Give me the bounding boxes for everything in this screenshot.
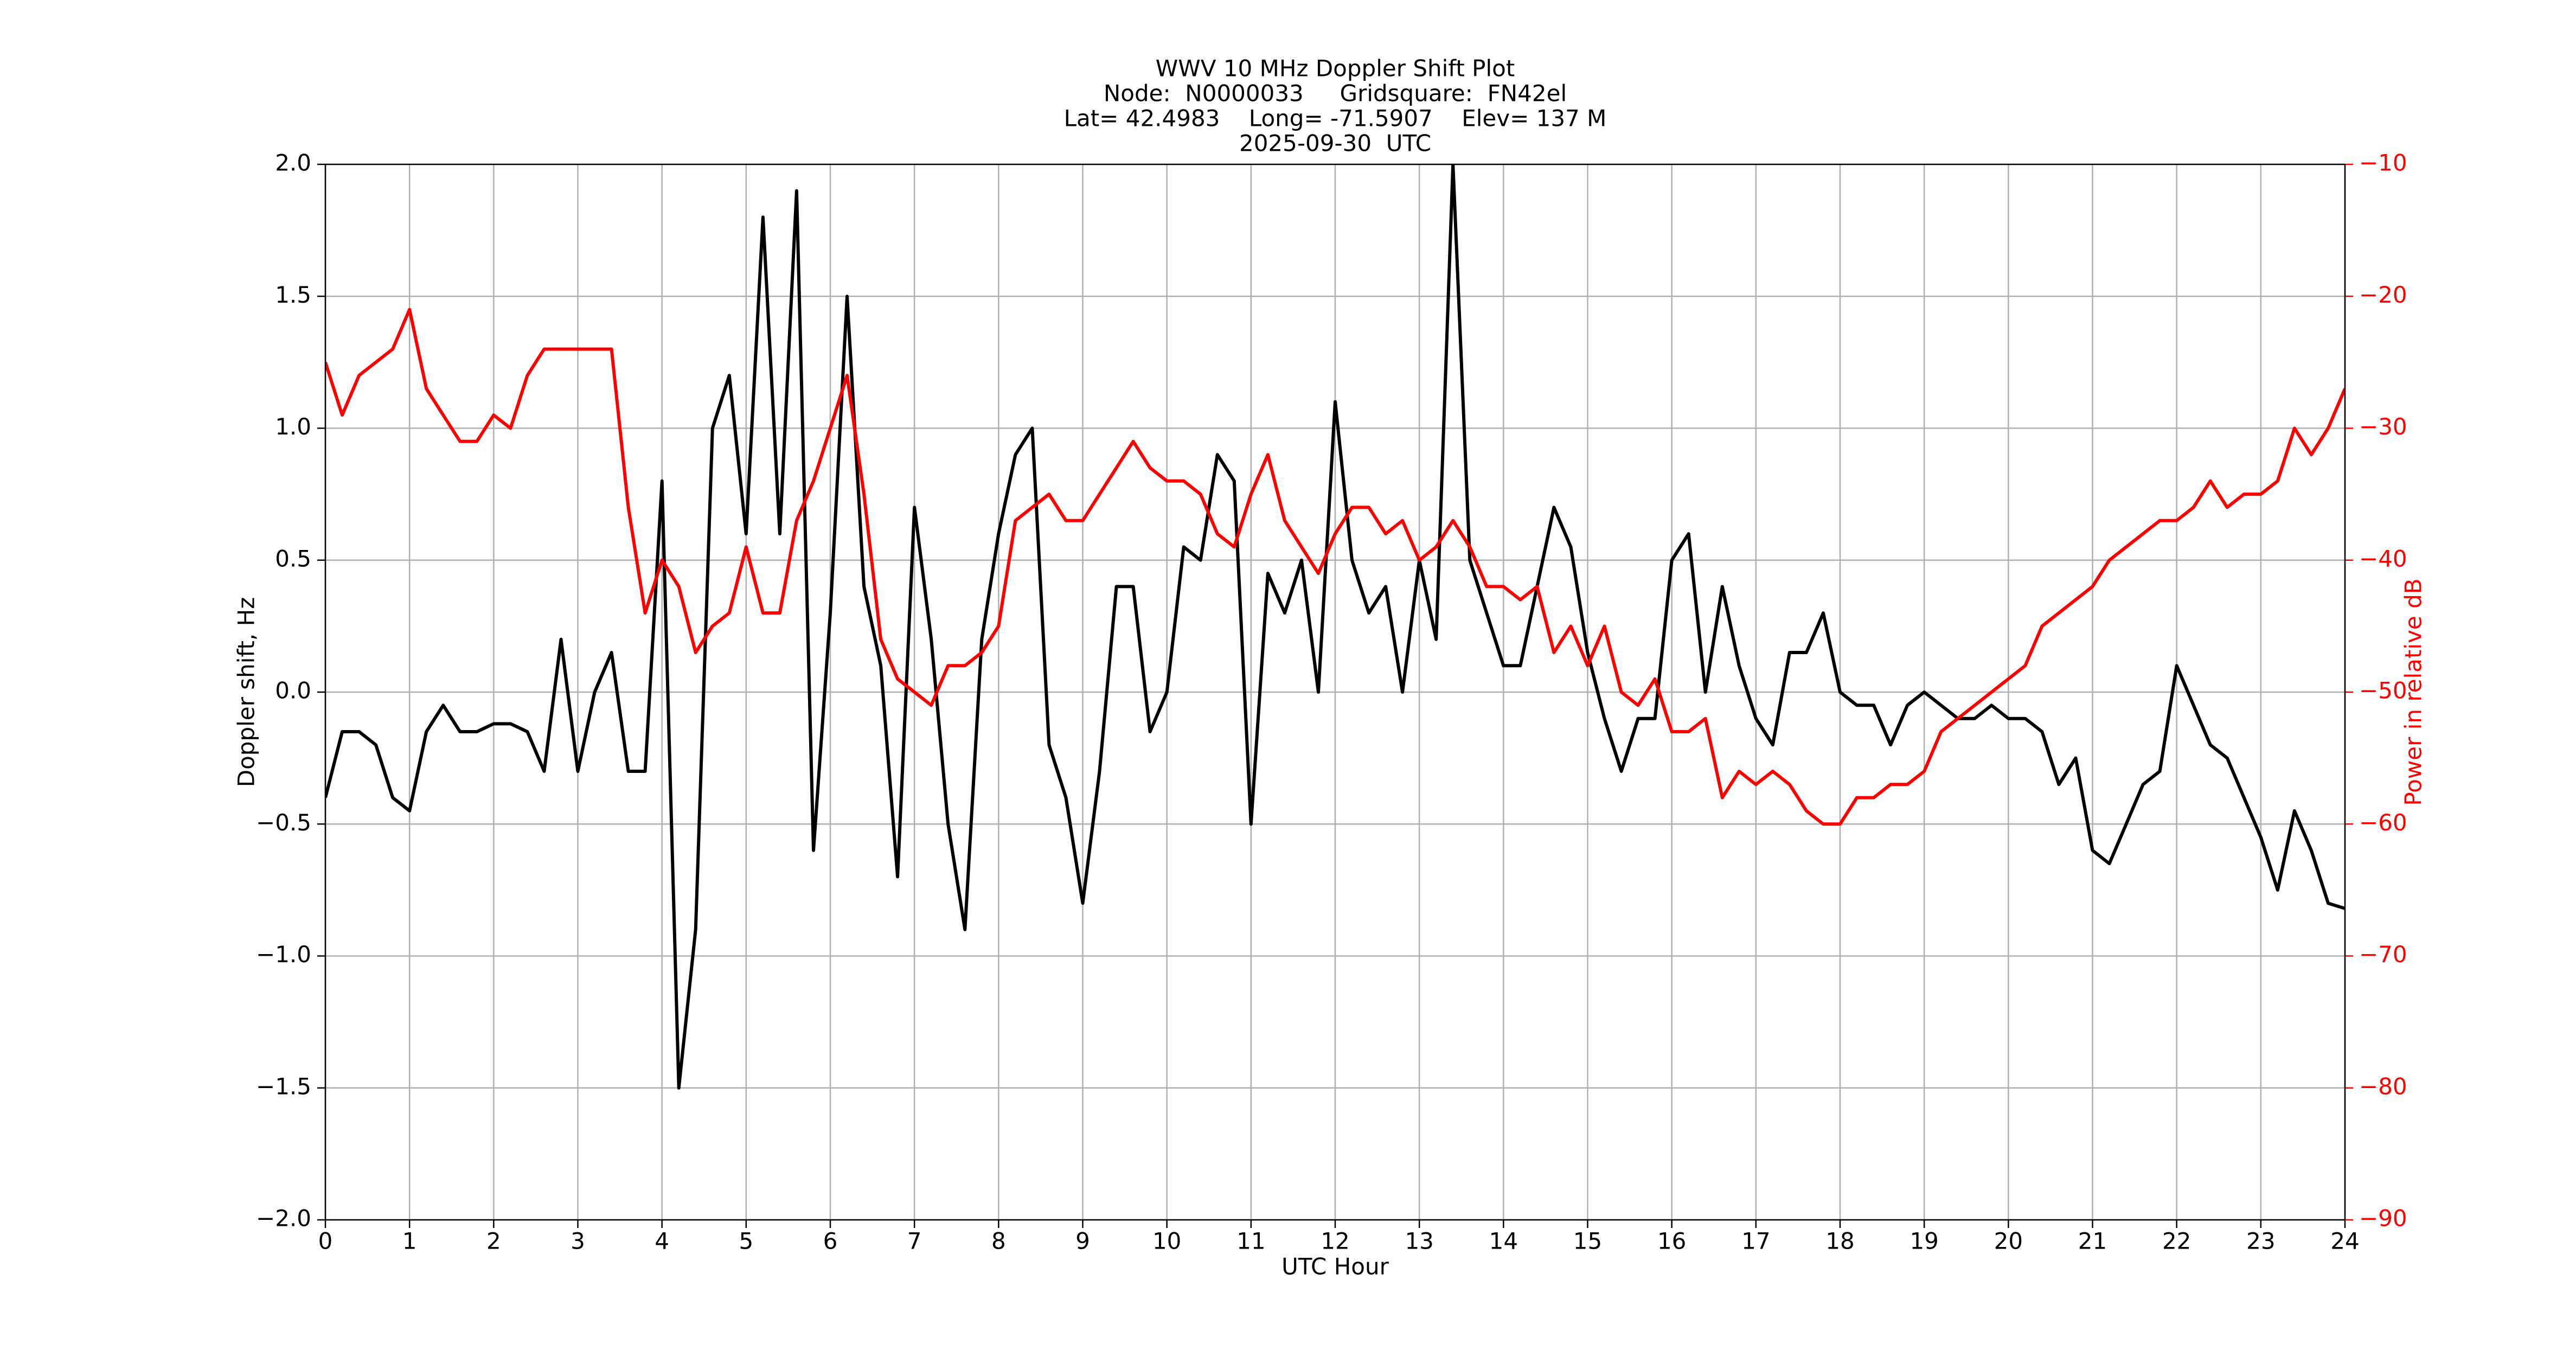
x-tick-label: 24 — [2330, 1228, 2359, 1255]
y2-tick-label: −70 — [2359, 941, 2407, 968]
x-tick-label: 19 — [1909, 1228, 1938, 1255]
x-tick-label: 4 — [655, 1228, 669, 1255]
y-tick-label: 1.0 — [275, 413, 311, 440]
x-tick-label: 1 — [402, 1228, 417, 1255]
x-tick-label: 22 — [2162, 1228, 2191, 1255]
x-tick-label: 11 — [1236, 1228, 1265, 1255]
x-tick-label: 7 — [907, 1228, 922, 1255]
x-tick-label: 20 — [1994, 1228, 2023, 1255]
x-tick-label: 3 — [571, 1228, 585, 1255]
chart-title: Node: N0000033 Gridsquare: FN42el — [1104, 80, 1567, 107]
y-tick-label: 2.0 — [275, 150, 311, 176]
data-line — [325, 164, 2345, 1090]
x-tick-label: 6 — [823, 1228, 838, 1255]
y-tick-label: −1.0 — [256, 941, 311, 968]
chart-title: 2025-09-30 UTC — [1239, 130, 1431, 157]
x-tick-label: 16 — [1657, 1228, 1686, 1255]
chart-title: WWV 10 MHz Doppler Shift Plot — [1156, 55, 1515, 82]
y-axis-label: Doppler shift, Hz — [233, 597, 260, 788]
y2-tick-label: −50 — [2359, 677, 2407, 704]
y2-axis-label: Power in relative dB — [2400, 578, 2427, 805]
plot-area — [325, 164, 2345, 1090]
x-tick-label: 18 — [1825, 1228, 1854, 1255]
y2-tick-label: −40 — [2359, 545, 2407, 572]
x-tick-label: 5 — [739, 1228, 753, 1255]
y2-tick-label: −10 — [2359, 150, 2407, 176]
x-tick-label: 2 — [486, 1228, 501, 1255]
x-tick-label: 10 — [1152, 1228, 1181, 1255]
x-tick-label: 0 — [318, 1228, 333, 1255]
x-tick-label: 14 — [1489, 1228, 1518, 1255]
y-tick-label: 1.5 — [275, 282, 311, 308]
y2-tick-label: −60 — [2359, 809, 2407, 836]
x-tick-label: 15 — [1573, 1228, 1602, 1255]
x-tick-label: 21 — [2078, 1228, 2107, 1255]
x-tick-label: 23 — [2246, 1228, 2275, 1255]
x-tick-label: 13 — [1405, 1228, 1433, 1255]
x-tick-label: 9 — [1075, 1228, 1090, 1255]
y2-tick-label: −30 — [2359, 413, 2407, 440]
x-tick-label: 12 — [1321, 1228, 1349, 1255]
y-tick-label: 0.5 — [275, 545, 311, 572]
y2-tick-label: −80 — [2359, 1073, 2407, 1099]
data-line — [325, 308, 2345, 826]
y2-tick-label: −90 — [2359, 1205, 2407, 1232]
y-tick-label: −1.5 — [256, 1073, 311, 1099]
chart-title: Lat= 42.4983 Long= -71.5907 Elev= 137 M — [1064, 105, 1607, 132]
x-tick-label: 8 — [991, 1228, 1006, 1255]
x-axis-label: UTC Hour — [1281, 1253, 1389, 1280]
y2-tick-label: −20 — [2359, 282, 2407, 308]
y-tick-label: 0.0 — [275, 677, 311, 704]
x-tick-label: 17 — [1741, 1228, 1770, 1255]
y-tick-label: −2.0 — [256, 1205, 311, 1232]
y-tick-label: −0.5 — [256, 809, 311, 836]
